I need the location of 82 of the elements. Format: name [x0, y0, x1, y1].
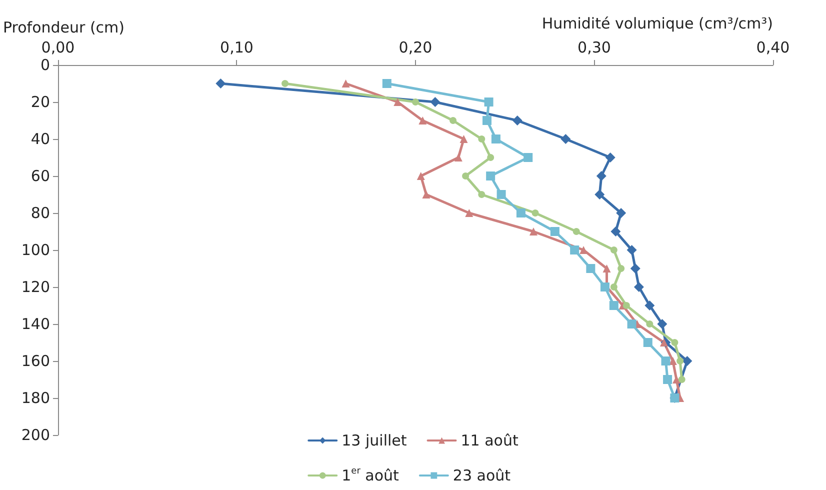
y-tick-label: 200	[21, 426, 50, 444]
point	[454, 154, 462, 162]
point	[627, 320, 636, 328]
point	[644, 300, 655, 310]
point	[465, 209, 474, 217]
point	[550, 227, 560, 236]
point	[676, 358, 684, 364]
point	[626, 245, 637, 255]
x-tick-label: 0,00	[41, 38, 75, 56]
point	[646, 320, 654, 328]
point	[672, 376, 680, 384]
point	[622, 302, 630, 309]
point	[484, 98, 494, 106]
x-tick-label: 0,30	[578, 38, 611, 56]
point	[216, 78, 226, 88]
point	[487, 154, 494, 161]
x-tick-label: 0,20	[398, 38, 432, 56]
point	[618, 265, 625, 272]
point	[430, 97, 440, 107]
point	[486, 172, 496, 180]
y-tick-label: 20	[30, 93, 50, 111]
point	[282, 80, 289, 87]
point	[657, 319, 668, 329]
point	[496, 190, 506, 199]
x-tick-label: 0,10	[220, 38, 254, 56]
point	[418, 116, 427, 124]
point	[671, 339, 678, 346]
point	[610, 284, 618, 290]
y-tick-label: 60	[30, 167, 50, 185]
point	[416, 172, 425, 180]
point	[342, 80, 350, 88]
point	[610, 246, 618, 254]
legend-label: 13 juillet	[342, 432, 407, 450]
point	[682, 356, 692, 366]
point	[478, 191, 486, 198]
y-tick-label: 180	[21, 389, 50, 407]
point	[661, 356, 670, 366]
point	[602, 264, 611, 272]
point	[516, 208, 526, 218]
point	[630, 264, 640, 274]
y-axis-title: Profondeur (cm)	[3, 18, 125, 36]
point	[462, 172, 470, 180]
point	[412, 98, 419, 106]
point	[482, 116, 492, 125]
x-tick-label: 0,40	[756, 38, 790, 56]
point	[478, 136, 486, 142]
y-tick-label: 100	[21, 241, 50, 259]
point	[529, 228, 538, 236]
point	[560, 134, 571, 144]
legend-label: 23 août	[452, 466, 511, 484]
point	[616, 208, 626, 218]
point	[491, 134, 500, 144]
point	[605, 152, 616, 162]
y-tick-label: 140	[21, 315, 50, 333]
y-tick-label: 40	[30, 130, 50, 148]
y-tick-label: 80	[30, 204, 50, 222]
point	[512, 116, 522, 126]
y-tick-label: 160	[21, 352, 50, 370]
point	[600, 282, 610, 292]
legend-label: 11 août	[460, 432, 518, 450]
point	[596, 171, 606, 181]
y-tick-label: 120	[21, 278, 50, 296]
y-tick-label: 0	[40, 56, 50, 74]
point	[586, 264, 596, 273]
point	[660, 338, 668, 346]
point	[450, 117, 457, 124]
point	[594, 190, 605, 200]
point	[460, 135, 468, 143]
point	[643, 338, 652, 347]
point	[610, 226, 621, 236]
point	[532, 210, 539, 216]
point	[422, 190, 430, 198]
point	[394, 98, 402, 106]
point	[609, 301, 618, 310]
point	[634, 282, 644, 292]
point	[524, 153, 533, 162]
point	[678, 376, 686, 383]
point	[663, 375, 672, 384]
point	[570, 246, 580, 254]
point	[572, 228, 580, 235]
point	[382, 79, 392, 88]
x-axis-title: Humidité volumique (cm³/cm³)	[542, 14, 773, 32]
